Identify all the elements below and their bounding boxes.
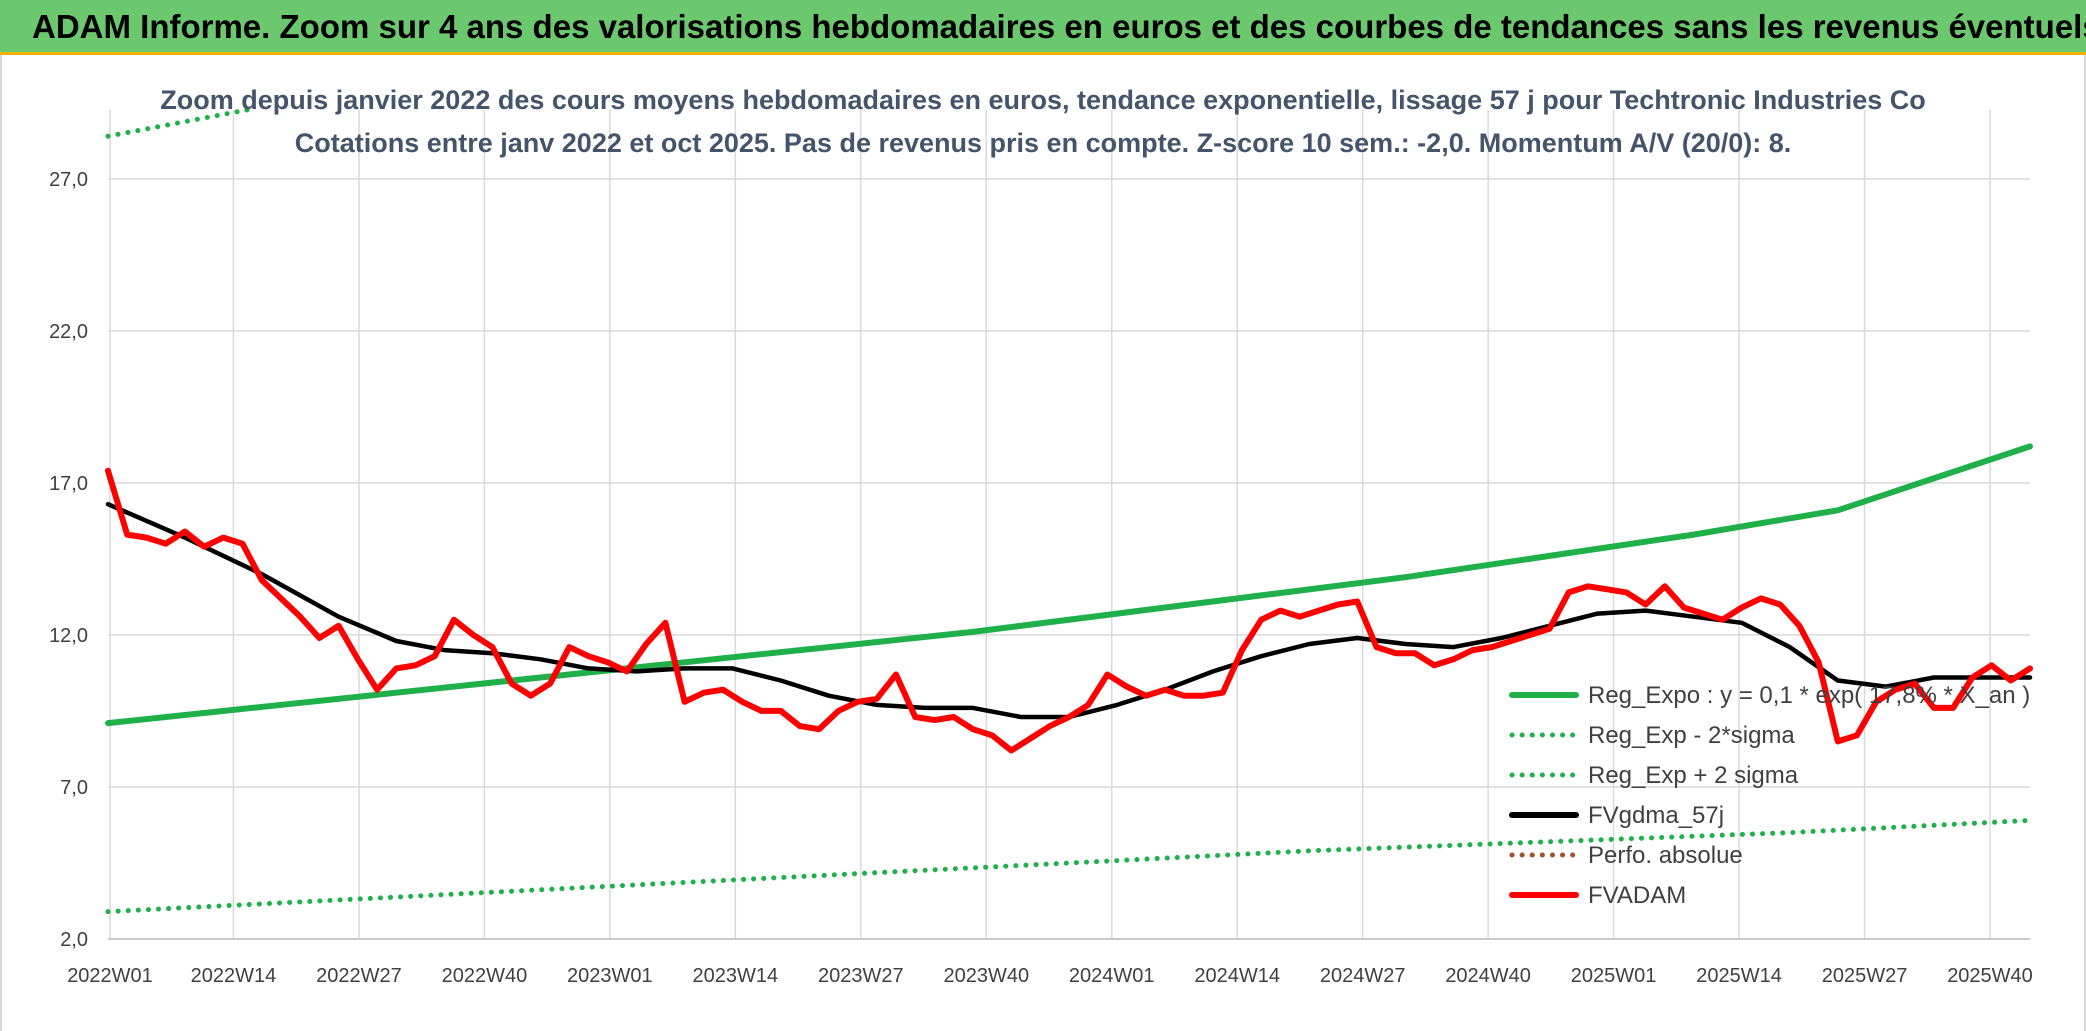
series-line-reg-expo-y-0-1-exp-17-8-x-an: [105, 443, 2033, 727]
legend-label: Reg_Expo : y = 0,1 * exp( 17,8% * X_an ): [1588, 682, 2030, 709]
series-line-fvadam: [105, 467, 2033, 754]
y-axis-ticks: 2,0 7,0 12,0 17,0 22,0 27,0: [49, 169, 88, 951]
y-tick-label: 7,0: [60, 777, 88, 799]
x-tick-label: 2022W27: [316, 965, 402, 987]
x-tick-label: 2025W01: [1571, 965, 1657, 987]
chart-subtitle: Cotations entre janv 2022 et oct 2025. P…: [295, 128, 1792, 158]
y-tick-label: 22,0: [49, 321, 88, 343]
x-tick-label: 2023W40: [943, 965, 1029, 987]
chart-title: Zoom depuis janvier 2022 des cours moyen…: [160, 85, 1926, 115]
page-title: ADAM Informe. Zoom sur 4 ans des valoris…: [32, 8, 2086, 45]
y-tick-label: 27,0: [49, 169, 88, 191]
grid: [108, 110, 2030, 940]
legend: Reg_Expo : y = 0,1 * exp( 17,8% * X_an )…: [1509, 682, 2030, 909]
y-tick-label: 2,0: [60, 929, 88, 951]
series-line-reg-exp-2-sigma: [105, 106, 255, 139]
header-banner: ADAM Informe. Zoom sur 4 ans des valoris…: [0, 0, 2086, 55]
legend-label: Perfo. absolue: [1588, 842, 1743, 869]
legend-label: Reg_Exp + 2 sigma: [1588, 762, 1799, 789]
x-axis-ticks: 2022W01 2022W14 2022W27 2022W40 2023W01 2023W…: [67, 965, 2033, 987]
x-tick-label: 2022W14: [191, 965, 277, 987]
series-line-reg-exp-2-sigma: [105, 817, 2033, 915]
x-tick-label: 2024W40: [1445, 965, 1531, 987]
x-tick-label: 2025W27: [1822, 965, 1908, 987]
x-tick-label: 2023W01: [567, 965, 653, 987]
x-tick-label: 2025W14: [1696, 965, 1782, 987]
x-tick-label: 2023W14: [693, 965, 779, 987]
x-tick-label: 2024W14: [1194, 965, 1280, 987]
x-tick-label: 2024W01: [1069, 965, 1155, 987]
y-tick-label: 12,0: [49, 625, 88, 647]
legend-label: FVADAM: [1588, 882, 1686, 909]
legend-label: FVgdma_57j: [1588, 802, 1724, 829]
y-tick-label: 17,0: [49, 473, 88, 495]
series-lines: [105, 106, 2033, 915]
x-tick-label: 2023W27: [818, 965, 904, 987]
legend-label: Reg_Exp - 2*sigma: [1588, 722, 1795, 749]
x-tick-label: 2022W40: [442, 965, 528, 987]
x-tick-label: 2022W01: [67, 965, 153, 987]
chart-frame: [0, 55, 2086, 1031]
x-tick-label: 2024W27: [1320, 965, 1406, 987]
x-tick-label: 2025W40: [1947, 965, 2033, 987]
